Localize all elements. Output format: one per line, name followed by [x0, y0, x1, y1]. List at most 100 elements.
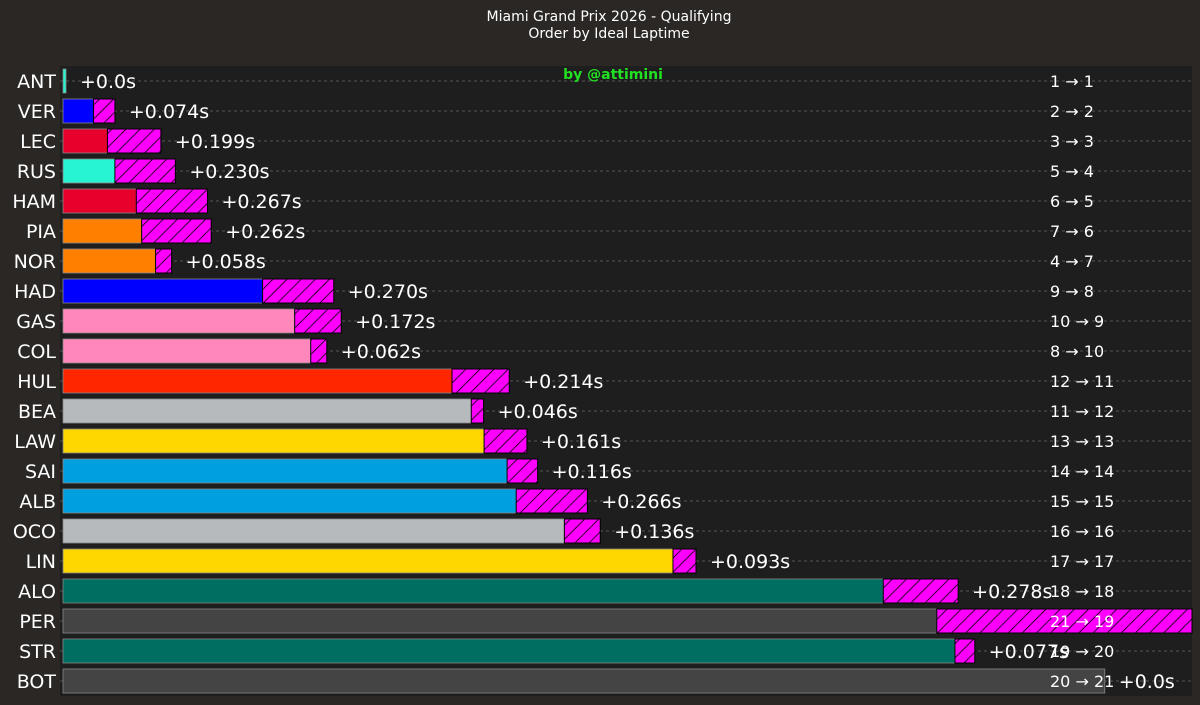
position-label: 15 → 15 — [1050, 492, 1114, 511]
driver-label: VER — [18, 101, 56, 123]
gap-label: +0.058s — [186, 251, 266, 273]
driver-label: ANT — [17, 71, 56, 93]
bar-row-col: COL +0.062s 8 → 10 — [17, 338, 1104, 364]
ideal-bar — [62, 638, 956, 664]
improvement-bar — [506, 458, 539, 484]
position-label: 9 → 8 — [1050, 282, 1094, 301]
gap-label: +0.267s — [221, 191, 301, 213]
position-label: 17 → 17 — [1050, 552, 1114, 571]
bars-group: ANT +0.0s 1 → 1 VER +0.074s 2 → 2 LEC +0.199s 3 … — [12, 68, 1193, 694]
improvement-bar — [114, 158, 176, 184]
driver-label: LIN — [26, 551, 56, 573]
improvement-bar — [936, 608, 1193, 634]
driver-label: HAM — [12, 191, 56, 213]
gap-label: +0.278s — [972, 581, 1052, 603]
improvement-bar — [672, 548, 697, 574]
ideal-bar — [62, 278, 263, 304]
ideal-bar — [62, 518, 565, 544]
bar-row-hul: HUL +0.214s 12 → 11 — [17, 368, 1114, 394]
ideal-bar — [62, 398, 472, 424]
driver-label: HUL — [17, 371, 56, 393]
gap-label: +0.074s — [129, 101, 209, 123]
bar-row-oco: OCO +0.136s 16 → 16 — [13, 518, 1114, 544]
gap-label: +0.062s — [341, 341, 421, 363]
position-label: 10 → 9 — [1050, 312, 1104, 331]
gap-label: +0.161s — [541, 431, 621, 453]
improvement-bar — [470, 398, 485, 424]
bar-row-lec: LEC +0.199s 3 → 3 — [20, 128, 1094, 154]
improvement-bar — [451, 368, 510, 394]
gap-label: +0.046s — [498, 401, 578, 423]
improvement-bar — [294, 308, 342, 334]
driver-label: COL — [17, 341, 56, 363]
driver-label: ALB — [19, 491, 56, 513]
position-label: 5 → 4 — [1050, 162, 1094, 181]
ideal-bar — [62, 668, 1106, 694]
gap-label: +0.0s — [1119, 671, 1175, 693]
ideal-bar — [62, 368, 453, 394]
bar-row-rus: RUS +0.230s 5 → 4 — [17, 158, 1094, 184]
bar-row-gas: GAS +0.172s 10 → 9 — [16, 308, 1104, 334]
bar-row-bot: BOT +0.0s 20 → 21 — [17, 668, 1175, 694]
driver-label: BOT — [17, 671, 57, 693]
position-label: 11 → 12 — [1050, 402, 1114, 421]
improvement-bar — [483, 428, 528, 454]
position-label: 14 → 14 — [1050, 462, 1114, 481]
gap-label: +0.199s — [175, 131, 255, 153]
driver-label: BEA — [18, 401, 56, 423]
gap-label: +0.270s — [348, 281, 428, 303]
improvement-bar — [310, 338, 328, 364]
improvement-bar — [92, 98, 116, 124]
gap-label: +0.266s — [601, 491, 681, 513]
gap-label: +0.172s — [355, 311, 435, 333]
driver-label: LAW — [14, 431, 56, 453]
bar-row-law: LAW +0.161s 13 → 13 — [14, 428, 1114, 454]
position-label: 21 → 19 — [1050, 612, 1114, 631]
ideal-bar — [62, 188, 137, 214]
ideal-bar — [62, 338, 312, 364]
bar-row-had: HAD +0.270s 9 → 8 — [14, 278, 1094, 304]
improvement-bar — [141, 218, 212, 244]
improvement-bar — [515, 488, 588, 514]
gap-label: +0.077s — [989, 641, 1069, 663]
improvement-bar — [882, 578, 959, 604]
ideal-bar — [62, 578, 884, 604]
driver-label: ALO — [18, 581, 56, 603]
driver-label: HAD — [14, 281, 56, 303]
credit-label: by @attimini — [563, 67, 663, 83]
improvement-bar — [135, 188, 208, 214]
driver-label: PER — [19, 611, 56, 633]
bar-row-ver: VER +0.074s 2 → 2 — [18, 98, 1094, 124]
position-label: 4 → 7 — [1050, 252, 1094, 271]
position-label: 2 → 2 — [1050, 102, 1094, 121]
bar-row-ant: ANT +0.0s 1 → 1 — [17, 68, 1094, 94]
chart-title: Miami Grand Prix 2026 - Qualifying — [487, 9, 732, 25]
position-label: 16 → 16 — [1050, 522, 1114, 541]
ideal-bar — [62, 98, 94, 124]
position-label: 18 → 18 — [1050, 582, 1114, 601]
driver-label: SAI — [25, 461, 56, 483]
position-label: 3 → 3 — [1050, 132, 1094, 151]
gap-label: +0.116s — [552, 461, 632, 483]
ideal-bar — [62, 158, 116, 184]
position-label: 12 → 11 — [1050, 372, 1114, 391]
bar-row-alb: ALB +0.266s 15 → 15 — [19, 488, 1114, 514]
ideal-bar — [62, 248, 156, 274]
ideal-bar — [62, 458, 508, 484]
position-label: 6 → 5 — [1050, 192, 1094, 211]
position-label: 8 → 10 — [1050, 342, 1104, 361]
gap-label: +0.214s — [523, 371, 603, 393]
bar-row-bea: BEA +0.046s 11 → 12 — [18, 398, 1114, 424]
ideal-bar — [62, 608, 938, 634]
gap-label: +0.0s — [80, 71, 136, 93]
improvement-bar — [106, 128, 162, 154]
gap-label: +0.093s — [710, 551, 790, 573]
gap-label: +0.262s — [225, 221, 305, 243]
position-label: 7 → 6 — [1050, 222, 1094, 241]
bar-row-nor: NOR +0.058s 4 → 7 — [14, 248, 1094, 274]
position-label: 1 → 1 — [1050, 72, 1094, 91]
ideal-bar — [62, 308, 296, 334]
position-label: 20 → 21 — [1050, 672, 1114, 691]
